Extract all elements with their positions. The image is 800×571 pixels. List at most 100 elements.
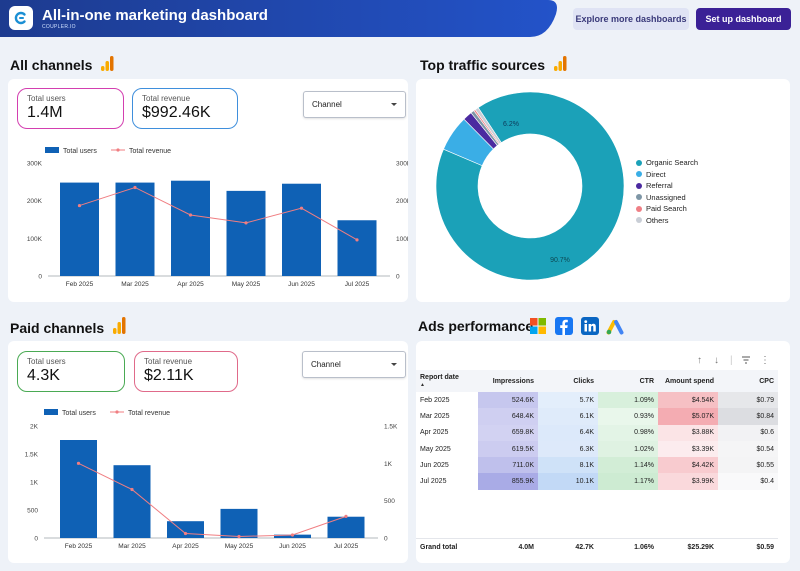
- filter-icon[interactable]: [741, 355, 751, 368]
- x-tick-label: Apr 2025: [172, 543, 199, 550]
- cell-ctr: 1.14%: [598, 457, 658, 474]
- cell-amount-spend: $4.54K: [658, 392, 718, 409]
- filter-lines-icon: [742, 356, 750, 364]
- bar-total-users[interactable]: [171, 180, 210, 276]
- point-total-revenue[interactable]: [299, 206, 304, 210]
- table-row[interactable]: Mar 2025 648.4K 6.1K 0.93% $5.07K $0.84: [416, 408, 778, 425]
- grand-total-spend: $25.29K: [658, 538, 718, 557]
- point-total-revenue[interactable]: [188, 213, 193, 217]
- x-tick-label: May 2025: [232, 281, 261, 288]
- cell-ctr: 1.02%: [598, 440, 658, 458]
- bar-total-users[interactable]: [60, 182, 99, 276]
- setup-dashboard-button[interactable]: Set up dashboard: [696, 8, 791, 30]
- y2-tick-label: 0: [384, 536, 388, 543]
- legend-item[interactable]: Paid Search: [636, 203, 698, 215]
- cell-clicks: 6.1K: [538, 408, 598, 425]
- channel-dropdown[interactable]: Channel: [303, 91, 406, 118]
- column-header-ctr[interactable]: CTR: [639, 377, 654, 385]
- ads-title: Ads performance: [418, 318, 533, 334]
- x-tick-label: Jul 2025: [345, 281, 370, 288]
- bar-total-users[interactable]: [226, 190, 266, 276]
- point-total-revenue[interactable]: [344, 514, 348, 518]
- kpi-paid-revenue-card: Total revenue $2.11K: [134, 351, 238, 392]
- y2-tick-label: 1K: [384, 461, 393, 468]
- all-channels-chart: Total users Total revenue 0 100K 200K 300K 0 10…: [27, 147, 408, 288]
- cell-cpc: $0.4: [718, 473, 778, 490]
- point-total-revenue[interactable]: [183, 531, 188, 536]
- slice-label-direct: 6.2%: [503, 121, 519, 128]
- all-channels-title: All channels: [10, 56, 114, 73]
- point-total-revenue[interactable]: [355, 238, 359, 242]
- legend-item[interactable]: Others: [636, 215, 698, 227]
- table-row[interactable]: Jun 2025 711.0K 8.1K 1.14% $4.42K $0.55: [416, 457, 778, 474]
- point-total-revenue[interactable]: [290, 533, 295, 537]
- point-total-revenue[interactable]: [130, 487, 134, 492]
- legend-item[interactable]: Direct: [636, 169, 698, 181]
- bar-total-users[interactable]: [220, 508, 258, 538]
- y-tick-label: 1.5K: [25, 452, 39, 459]
- ads-performance-table: Report date ▲ Impressions Clicks CTR Amo…: [416, 370, 778, 490]
- table-row[interactable]: Apr 2025 659.8K 6.4K 0.98% $3.88K $0.6: [416, 424, 778, 441]
- point-total-revenue[interactable]: [76, 461, 81, 465]
- dropdown-value: Channel: [312, 100, 342, 109]
- bar-total-users[interactable]: [167, 521, 204, 538]
- coupler-logo: [9, 6, 33, 30]
- paid-channels-heading: Paid channels: [10, 320, 105, 336]
- point-total-revenue[interactable]: [237, 534, 241, 539]
- cell-report-date: Mar 2025: [420, 412, 450, 420]
- caret-down-icon: [391, 103, 397, 106]
- legend-dot: [636, 182, 642, 189]
- cell-ctr: 0.98%: [598, 424, 658, 441]
- legend-label: Direct: [646, 169, 666, 179]
- y-tick-label: 1K: [30, 480, 39, 487]
- legend-item[interactable]: Referral: [636, 180, 698, 192]
- legend-swatch-users: [44, 409, 58, 415]
- arrow-up-icon[interactable]: ↑: [697, 355, 702, 366]
- line-total-revenue: [78, 462, 347, 538]
- more-options-icon[interactable]: ⋮: [760, 355, 770, 366]
- bar-total-users[interactable]: [115, 182, 155, 276]
- kpi-label: Total users: [27, 357, 66, 366]
- slice-organic-search[interactable]: [436, 91, 625, 281]
- cell-impressions: 659.8K: [478, 424, 538, 441]
- table-row[interactable]: Jul 2025 855.9K 10.1K 1.17% $3.99K $0.4: [416, 473, 778, 490]
- column-header-label: Report date: [420, 374, 459, 381]
- bar-total-users[interactable]: [327, 516, 365, 538]
- legend-label: Referral: [646, 181, 673, 191]
- slice-others[interactable]: [474, 107, 502, 145]
- legend-label-revenue: Total revenue: [128, 410, 170, 417]
- cell-report-date: Jul 2025: [420, 478, 447, 486]
- point-total-revenue[interactable]: [244, 221, 248, 225]
- bar-total-users[interactable]: [282, 183, 321, 276]
- legend-label-revenue: Total revenue: [129, 148, 171, 155]
- x-tick-label: May 2025: [225, 543, 254, 550]
- legend-dot: [636, 194, 642, 201]
- x-tick-label: Jul 2025: [334, 543, 359, 550]
- column-header-amount-spend[interactable]: Amount spend: [665, 377, 714, 385]
- google-analytics-icon: [553, 56, 567, 71]
- bar-total-users[interactable]: [113, 465, 151, 538]
- cell-clicks: 6.3K: [538, 440, 598, 458]
- column-header-report-date[interactable]: Report date ▲: [416, 370, 478, 392]
- column-header-impressions[interactable]: Impressions: [492, 377, 534, 385]
- bar-total-users[interactable]: [337, 220, 377, 276]
- kpi-total-revenue-card: Total revenue $992.46K: [132, 88, 238, 129]
- explore-dashboards-button[interactable]: Explore more dashboards: [573, 8, 689, 30]
- column-header-clicks[interactable]: Clicks: [573, 377, 594, 385]
- legend-item[interactable]: Organic Search: [636, 157, 698, 169]
- point-total-revenue[interactable]: [133, 185, 137, 190]
- grand-total-label: Grand total: [416, 538, 478, 557]
- donut-legend: Organic Search Direct Referral Unassigned Pa…: [636, 157, 698, 226]
- column-header-cpc[interactable]: CPC: [759, 377, 774, 385]
- bar-total-users[interactable]: [60, 440, 97, 538]
- sort-asc-icon: ▲: [420, 382, 425, 388]
- table-row[interactable]: May 2025 619.5K 6.3K 1.02% $3.39K $0.54: [416, 440, 778, 458]
- cell-report-date: Apr 2025: [420, 429, 449, 437]
- table-row[interactable]: Feb 2025 524.6K 5.7K 1.09% $4.54K $0.79: [416, 392, 778, 409]
- legend-item[interactable]: Unassigned: [636, 192, 698, 204]
- y-tick-label: 300K: [27, 161, 43, 168]
- point-total-revenue[interactable]: [77, 203, 82, 208]
- paid-channel-dropdown[interactable]: Channel: [302, 351, 406, 378]
- microsoft-ads-icon: [530, 318, 546, 334]
- arrow-down-icon[interactable]: ↓: [714, 355, 719, 366]
